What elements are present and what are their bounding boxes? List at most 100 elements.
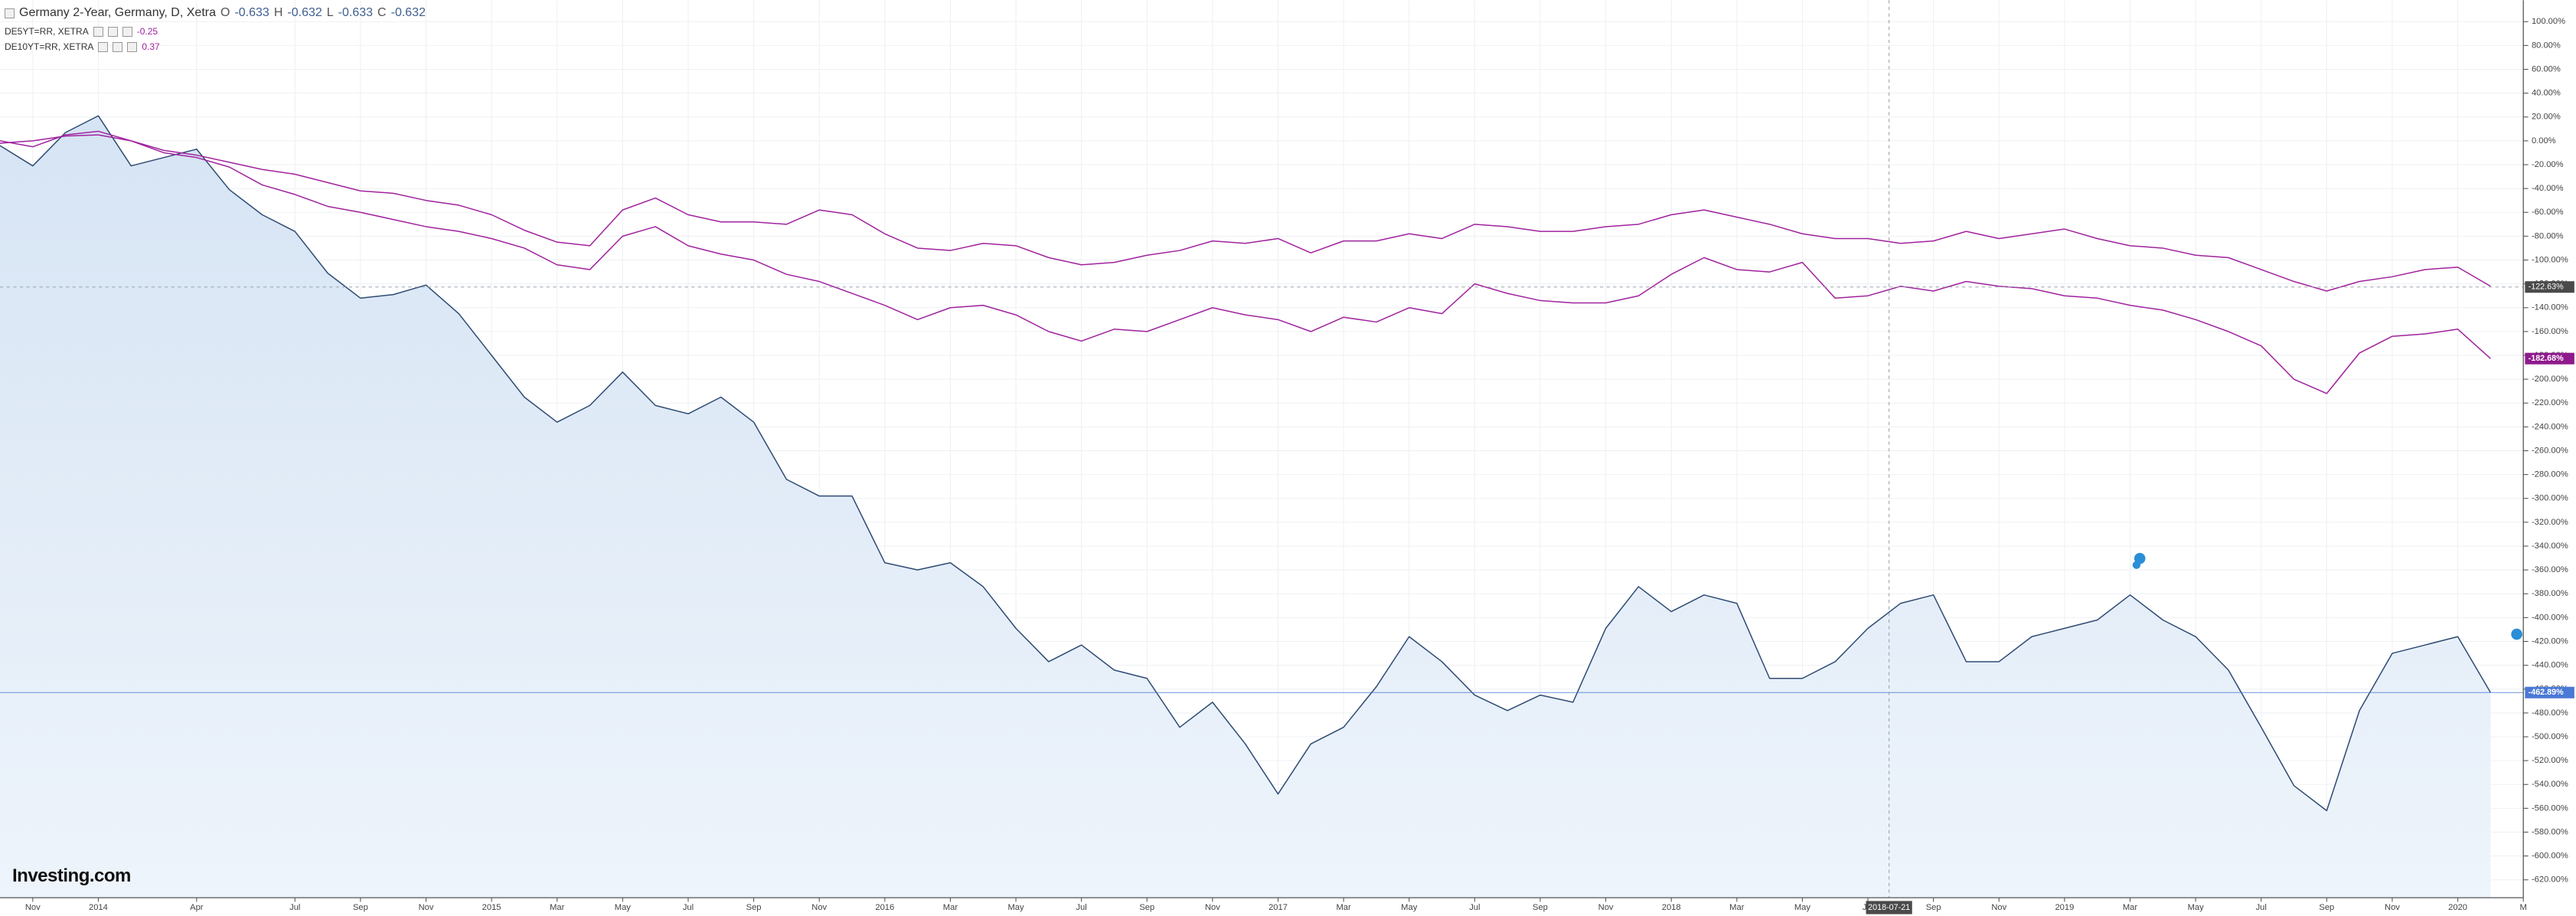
- x-tick-label: Nov: [811, 903, 827, 912]
- x-tick-label: Nov: [419, 903, 434, 912]
- y-tick-label: -160.00%: [2532, 327, 2568, 336]
- x-tick-label: Jul: [1469, 903, 1480, 912]
- crosshair-value-label: -122.63%: [2529, 283, 2564, 292]
- y-tick-label: -60.00%: [2532, 208, 2564, 217]
- y-tick-label: -280.00%: [2532, 470, 2568, 479]
- x-tick-label: 2014: [89, 903, 108, 912]
- x-tick-label: Nov: [1205, 903, 1220, 912]
- y-tick-label: -140.00%: [2532, 303, 2568, 312]
- x-tick-label: 2015: [482, 903, 501, 912]
- legend-icon[interactable]: [98, 41, 109, 52]
- x-tick-label: Mar: [550, 903, 565, 912]
- x-tick-label: Mar: [2123, 903, 2138, 912]
- event-markers: [2132, 552, 2522, 640]
- y-tick-label: -400.00%: [2532, 613, 2568, 622]
- x-tick-label: May: [2188, 903, 2205, 912]
- series-name: DE10YT=RR, XETRA: [5, 41, 94, 52]
- series-line: [0, 115, 2492, 812]
- x-tick-label: May: [1401, 903, 1418, 912]
- y-tick-label: -340.00%: [2532, 541, 2568, 551]
- x-tick-label: Nov: [25, 903, 41, 912]
- y-tick-label: -620.00%: [2532, 875, 2568, 885]
- crosshair-value-box: [2525, 281, 2574, 293]
- y-tick-label: -360.00%: [2532, 565, 2568, 574]
- ohlc-value: -0.632: [390, 6, 426, 19]
- y-tick-label: 80.00%: [2532, 41, 2561, 50]
- last-value-box: [2525, 352, 2574, 365]
- x-tick-label: Mar: [943, 903, 958, 912]
- y-tick-label: -20.00%: [2532, 160, 2564, 169]
- x-tick-label: 2016: [875, 903, 894, 912]
- ohlc-value: -0.633: [338, 6, 374, 19]
- y-tick-label: -560.00%: [2532, 803, 2568, 813]
- x-tick-label: May: [615, 903, 632, 912]
- x-tick-label: Mar: [1729, 903, 1745, 912]
- x-tick-label: 2020: [2448, 903, 2467, 912]
- ohlc-key: O: [220, 6, 230, 19]
- x-tick-label: 2018: [1662, 903, 1681, 912]
- axis-labels: 100.00% 80.00% 60.00% 40.00% 20.00% 0.00% -20.…: [25, 17, 2574, 914]
- legend-icon[interactable]: [122, 26, 132, 37]
- x-tick-label: Apr: [190, 903, 204, 912]
- series-line: [0, 134, 2491, 292]
- ohlc-value: -0.632: [287, 6, 322, 19]
- x-tick-label: Nov: [1991, 903, 2006, 912]
- y-tick-label: 60.00%: [2532, 64, 2561, 74]
- series-last: 0.37: [142, 41, 160, 52]
- x-tick-label: May: [1794, 903, 1811, 912]
- y-tick-label: -580.00%: [2532, 827, 2568, 836]
- compare-legend: DE5YT=RR, XETRA -0.25: [5, 26, 158, 37]
- y-tick-label: -520.00%: [2532, 756, 2568, 765]
- legend-icon[interactable]: [107, 26, 118, 37]
- y-tick-label: -240.00%: [2532, 422, 2568, 431]
- x-tick-label: Jul: [1076, 903, 1087, 912]
- y-tick-label: -540.00%: [2532, 780, 2568, 789]
- x-tick-label: Mar: [1336, 903, 1351, 912]
- x-tick-label: 2017: [1268, 903, 1288, 912]
- x-tick-label: Jul: [2256, 903, 2267, 912]
- x-tick-label: Sep: [2319, 903, 2334, 912]
- y-tick-label: -480.00%: [2532, 708, 2568, 718]
- ohlc-key: L: [326, 6, 334, 19]
- y-tick-label: -100.00%: [2532, 255, 2568, 264]
- x-tick-label: Nov: [1598, 903, 1614, 912]
- x-tick-label: M: [2520, 903, 2527, 912]
- ohlc-value: -0.633: [234, 6, 269, 19]
- plot-area: [0, 0, 2524, 898]
- last-value-box: [2525, 686, 2574, 698]
- x-tick-label: Nov: [2385, 903, 2400, 912]
- collapse-icon[interactable]: [5, 8, 15, 18]
- y-tick-label: -80.00%: [2532, 231, 2564, 240]
- event-marker[interactable]: [2511, 628, 2522, 640]
- y-axis-panel: [2523, 0, 2576, 916]
- y-tick-label: -320.00%: [2532, 518, 2568, 527]
- x-tick-label: Jul: [683, 903, 694, 912]
- y-tick-label: 20.00%: [2532, 113, 2561, 122]
- y-tick-label: -300.00%: [2532, 494, 2568, 503]
- y-tick-label: 0.00%: [2532, 136, 2556, 146]
- x-tick-label: Sep: [353, 903, 368, 912]
- series-name: Germany 2-Year, Germany, D, Xetra: [19, 6, 216, 19]
- legend-icon[interactable]: [127, 41, 138, 52]
- y-tick-label: -380.00%: [2532, 589, 2568, 598]
- compare-legend: DE10YT=RR, XETRA 0.37: [5, 41, 160, 52]
- y-tick-label: -200.00%: [2532, 375, 2568, 384]
- crosshair-date-box: [1866, 901, 1912, 914]
- y-tick-label: -600.00%: [2532, 852, 2568, 861]
- crosshair-date-label: 2018-07-21: [1868, 903, 1910, 912]
- last-value-label: -182.68%: [2529, 354, 2564, 363]
- y-tick-label: -500.00%: [2532, 732, 2568, 741]
- series-last: -0.25: [136, 26, 158, 37]
- series-area: [0, 116, 2491, 898]
- x-tick-label: Sep: [1533, 903, 1548, 912]
- series-line: [0, 130, 2491, 394]
- legend-icon[interactable]: [113, 41, 123, 52]
- x-tick-label: Sep: [1926, 903, 1941, 912]
- ohlc-key: C: [377, 6, 387, 19]
- series-name: DE5YT=RR, XETRA: [5, 26, 89, 37]
- brand-logo[interactable]: Investing.com: [12, 865, 131, 886]
- event-marker[interactable]: [2132, 561, 2141, 569]
- legend-icon[interactable]: [93, 26, 103, 37]
